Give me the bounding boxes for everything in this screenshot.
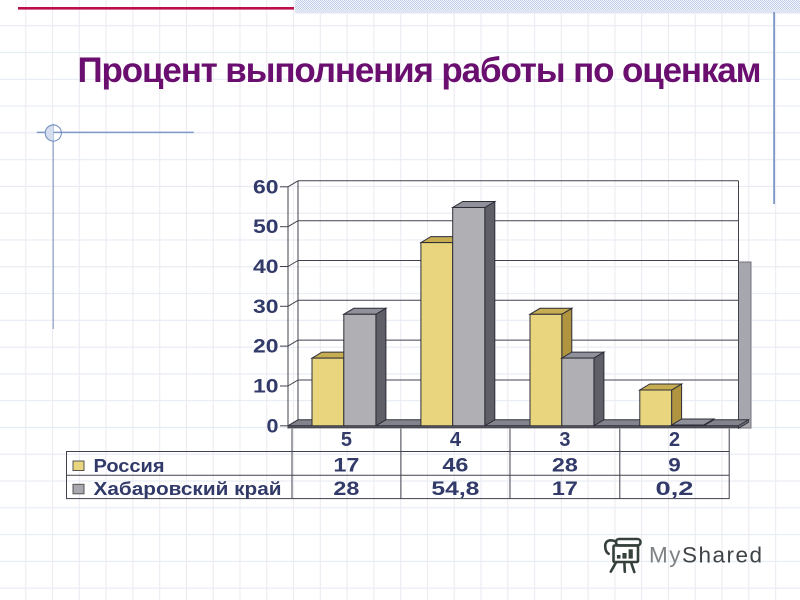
svg-text:28: 28 (552, 456, 578, 477)
svg-text:17: 17 (552, 479, 578, 500)
svg-text:4: 4 (450, 429, 462, 451)
svg-text:Хабаровский край: Хабаровский край (94, 479, 282, 499)
svg-text:54,8: 54,8 (431, 479, 479, 500)
svg-text:Процент выполнения работы по о: Процент выполнения работы по оценкам (78, 51, 762, 90)
svg-text:17: 17 (333, 456, 359, 477)
svg-text:28: 28 (333, 479, 359, 500)
svg-text:3: 3 (559, 429, 570, 451)
svg-text:0: 0 (267, 416, 279, 437)
svg-text:5: 5 (341, 429, 352, 451)
svg-text:40: 40 (253, 257, 279, 278)
svg-text:46: 46 (442, 456, 468, 477)
svg-text:9: 9 (668, 456, 681, 477)
svg-text:10: 10 (253, 377, 279, 398)
svg-text:MyShared: MyShared (649, 542, 762, 567)
svg-text:60: 60 (253, 177, 279, 198)
svg-text:Россия: Россия (94, 456, 165, 476)
svg-text:50: 50 (253, 217, 279, 238)
svg-text:30: 30 (253, 297, 279, 318)
svg-text:20: 20 (253, 337, 279, 358)
svg-text:2: 2 (669, 429, 680, 451)
svg-text:0,2: 0,2 (656, 479, 694, 500)
